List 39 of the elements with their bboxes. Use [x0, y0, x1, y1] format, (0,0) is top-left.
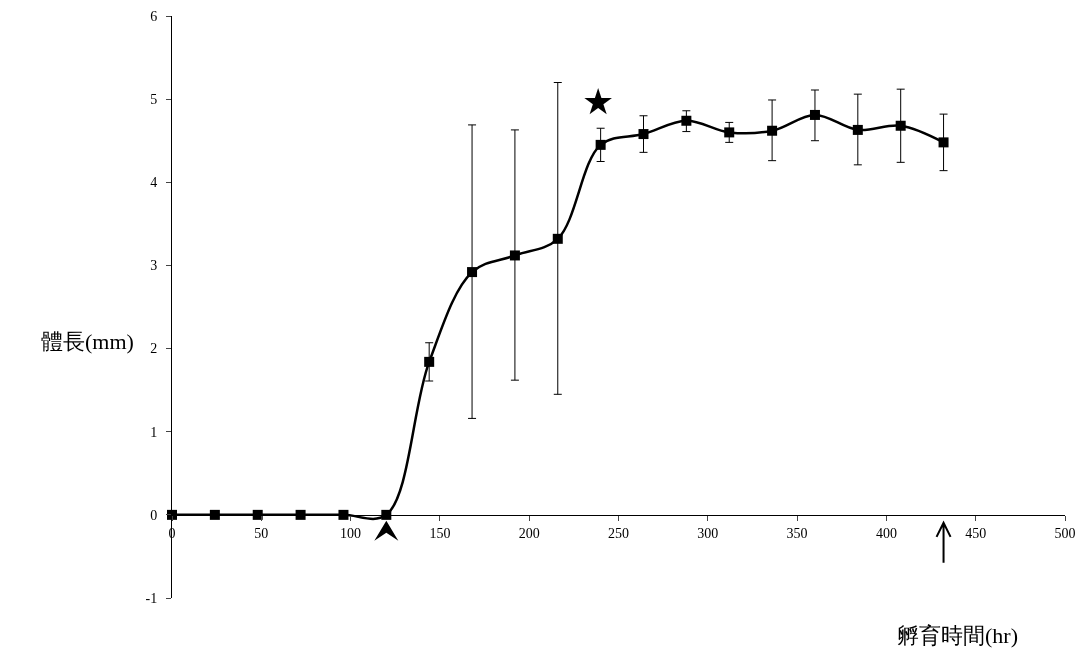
y-tick-label: 4 [150, 175, 158, 191]
x-tick-label: 450 [965, 525, 987, 541]
point [295, 509, 306, 520]
point [252, 509, 263, 520]
point [638, 129, 649, 140]
x-tick-label: 300 [697, 525, 719, 541]
y-tick-label: 1 [150, 424, 158, 440]
y-axis-title: 體長(mm) [41, 329, 134, 354]
point [809, 109, 820, 120]
y-tick-label: 0 [150, 507, 158, 523]
point [381, 509, 392, 520]
y-tick-label: 6 [150, 8, 158, 24]
point [938, 137, 949, 148]
point [467, 267, 478, 278]
point [552, 233, 563, 244]
point [424, 356, 435, 367]
point [724, 127, 735, 138]
point [209, 509, 220, 520]
point [509, 250, 520, 261]
point [681, 115, 692, 126]
y-tick-label: 3 [150, 258, 158, 274]
x-tick-label: 400 [875, 525, 897, 541]
x-tick-label: 350 [786, 525, 808, 541]
x-tick-label: 100 [340, 525, 362, 541]
point [595, 139, 606, 150]
x-axis-title: 孵育時間(hr) [897, 623, 1018, 648]
x-tick-label: 500 [1054, 525, 1076, 541]
x-tick-label: 250 [608, 525, 629, 541]
y-tick-label: 5 [150, 92, 158, 108]
point [852, 124, 863, 135]
x-tick-label: 50 [254, 525, 269, 541]
point [767, 125, 778, 136]
point [895, 120, 906, 131]
annotation: ★ [582, 82, 614, 122]
y-tick-label: 2 [150, 341, 158, 357]
point [338, 509, 349, 520]
x-tick-label: 200 [518, 525, 540, 541]
y-tick-label: -1 [145, 590, 158, 606]
x-tick-label: 150 [429, 525, 451, 541]
